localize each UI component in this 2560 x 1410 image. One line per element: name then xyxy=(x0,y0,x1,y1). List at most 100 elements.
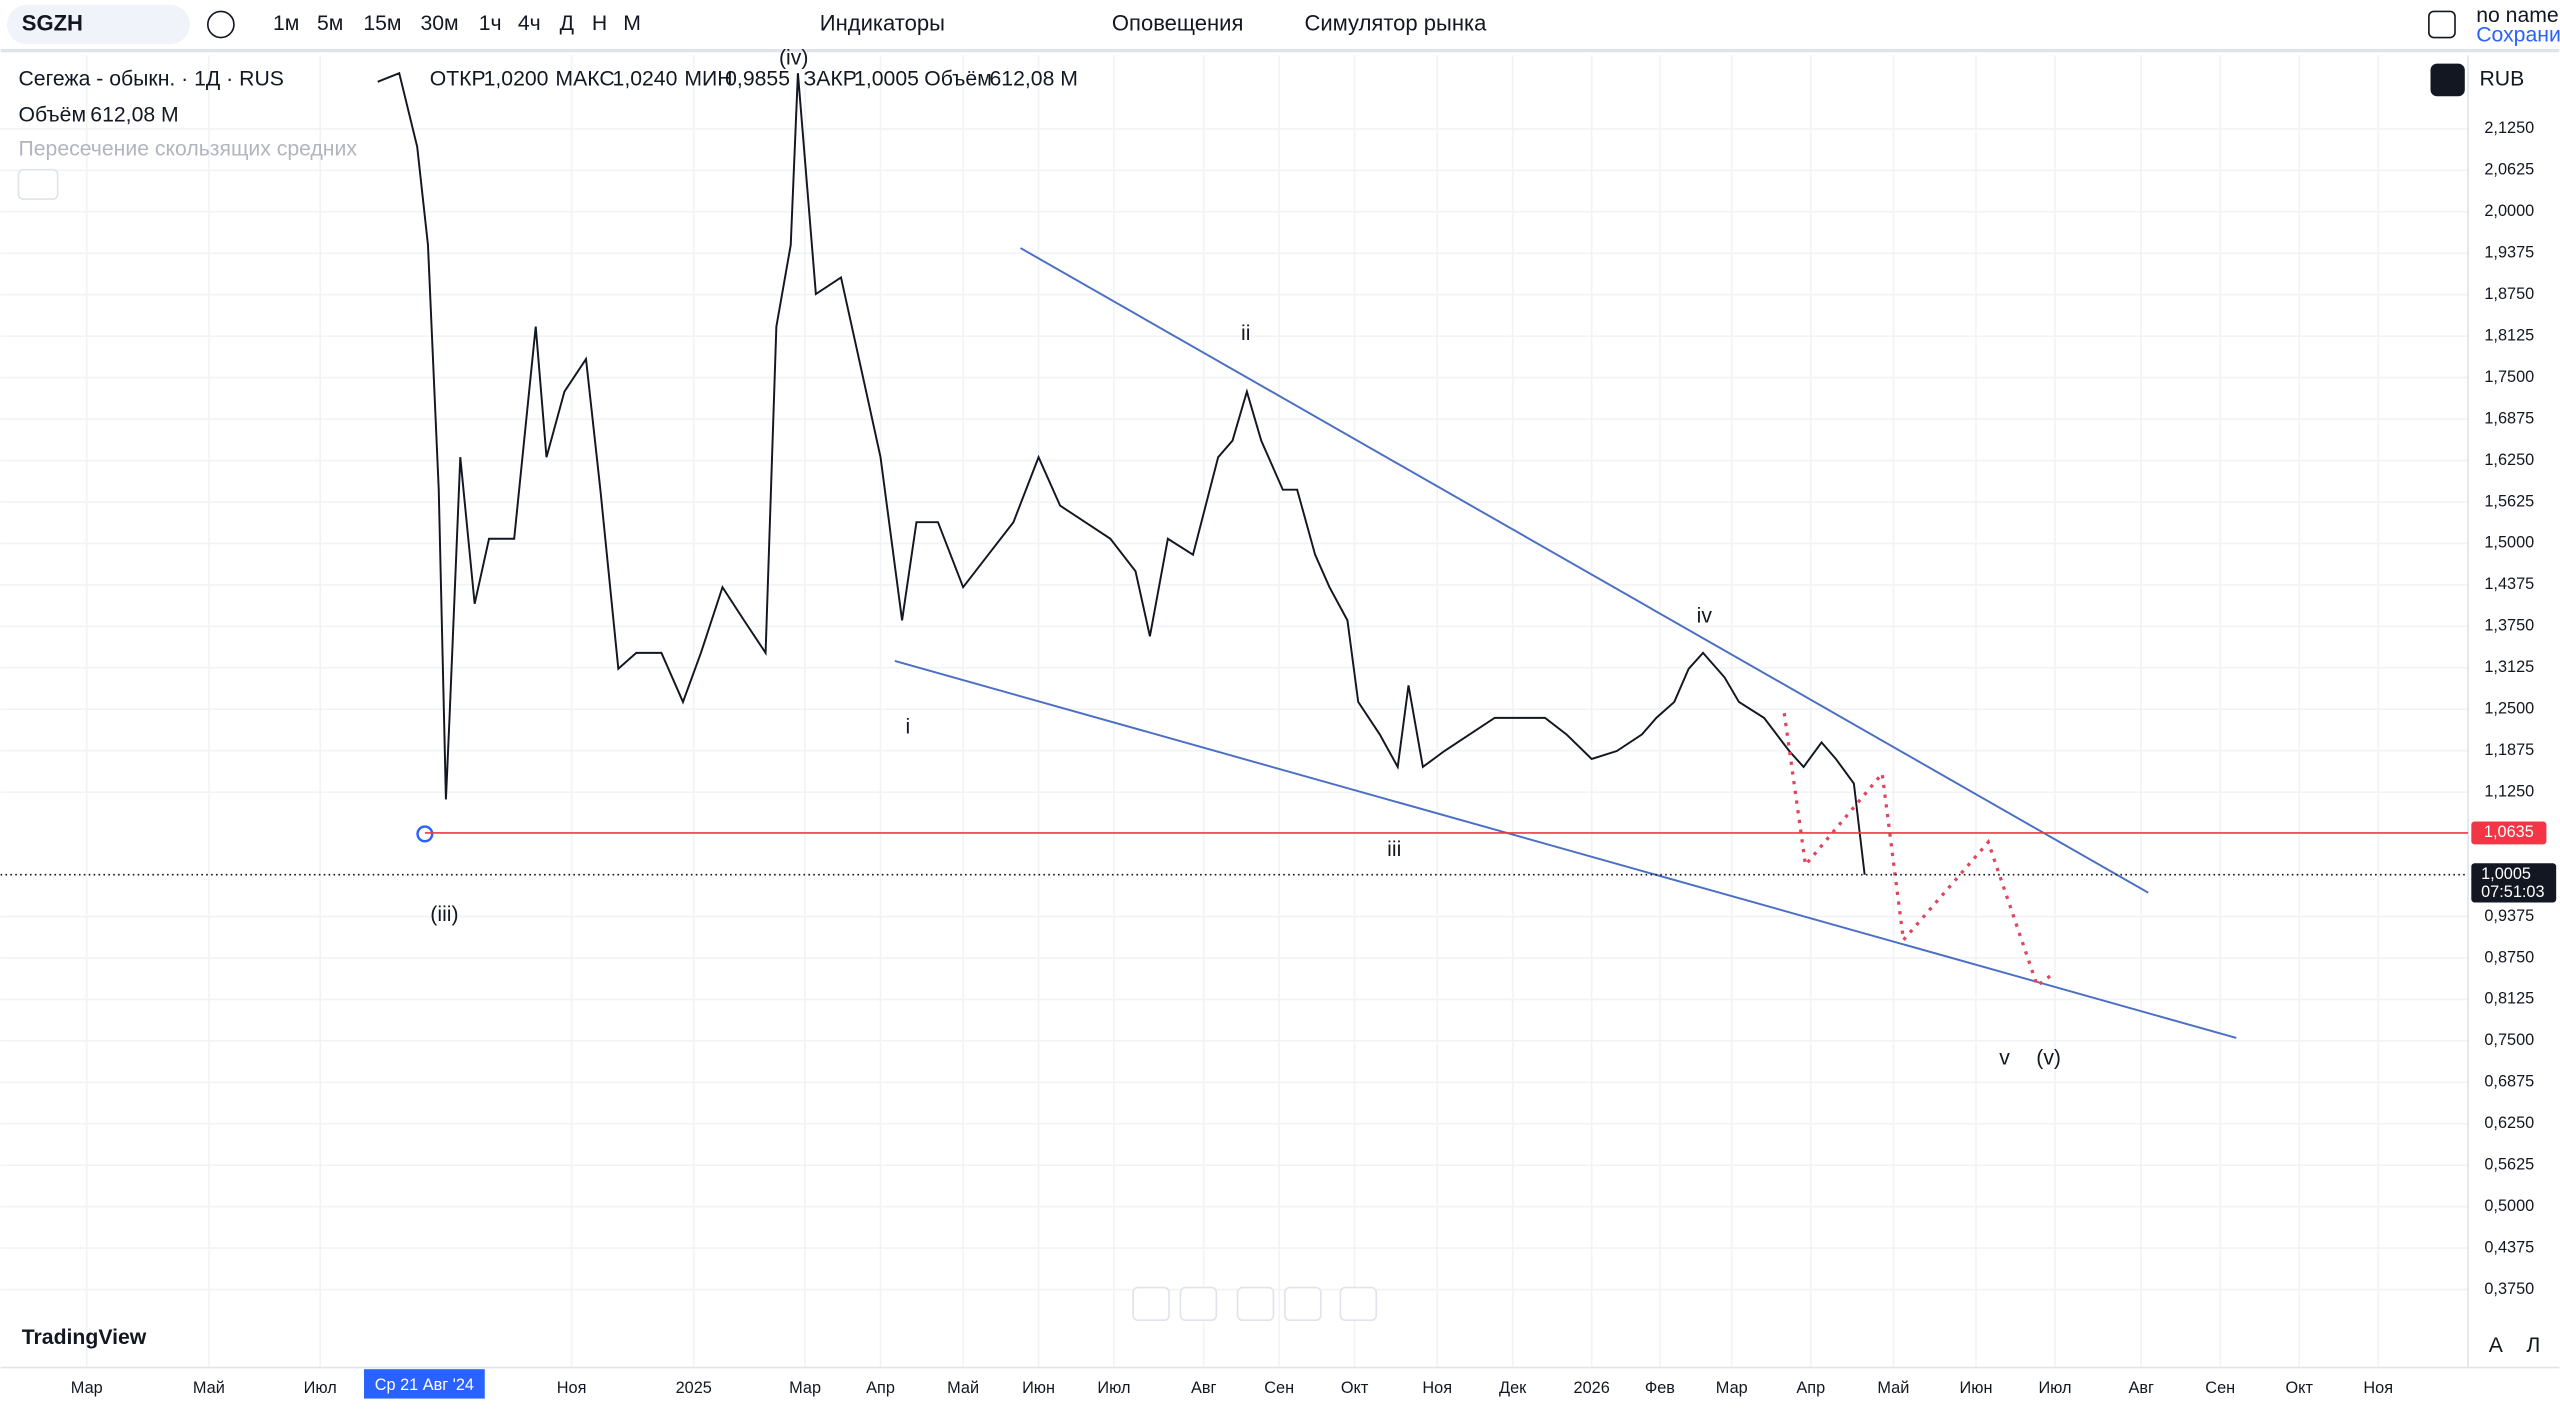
y-tick-label: 0,5000 xyxy=(2484,1197,2534,1215)
y-tick-label: 0,4375 xyxy=(2484,1238,2534,1256)
interval-button[interactable]: 30м xyxy=(420,12,458,35)
y-tick-label: 0,8750 xyxy=(2484,948,2534,966)
y-tick-label: 1,1875 xyxy=(2484,741,2534,759)
y-tick-label: 0,9375 xyxy=(2484,907,2534,925)
y-tick-label: 1,1250 xyxy=(2484,782,2534,800)
y-tick-label: 2,0625 xyxy=(2484,161,2534,179)
interval-button[interactable]: Н xyxy=(592,12,607,35)
legend-high-label: МАКС xyxy=(555,68,614,91)
trend-lower xyxy=(894,659,2237,1039)
symbol-search[interactable] xyxy=(7,4,190,45)
x-tick-label: 2025 xyxy=(676,1379,712,1397)
x-tick-label: 2026 xyxy=(1574,1379,1610,1397)
x-tick-label: Июл xyxy=(2038,1379,2071,1397)
last-price-box xyxy=(2471,863,2557,903)
intervals: 1м 5м 15м 30м 1ч 4ч Д Н М xyxy=(273,12,641,35)
legend-close-label: ЗАКР xyxy=(803,68,856,91)
y-tick-label: 1,5625 xyxy=(2484,492,2534,510)
x-tick-label: Ноя xyxy=(1422,1379,1452,1397)
x-tick-label: Авг xyxy=(2128,1379,2154,1397)
legend-volume: 612,08 M xyxy=(990,68,1078,91)
replay[interactable]: Симулятор рынка xyxy=(1304,10,1487,35)
y-tick-label: 1,7500 xyxy=(2484,368,2534,386)
legend-low-label: МИН xyxy=(684,68,732,91)
legend-title: Сегежа - обыкн. · 1Д · RUS xyxy=(19,68,284,91)
x-tick-label: Мар xyxy=(789,1379,821,1397)
indicator-name[interactable]: Пересечение скользящих средних xyxy=(19,138,358,161)
countdown: 07:51:03 xyxy=(2481,883,2544,901)
currency[interactable]: RUB xyxy=(2479,68,2524,91)
scale-auto[interactable]: A xyxy=(2489,1334,2504,1357)
cursor-date-box xyxy=(363,1369,485,1399)
y-tick-label: 0,7500 xyxy=(2484,1031,2534,1049)
scale-log[interactable]: Л xyxy=(2526,1334,2540,1357)
collapse-legend[interactable] xyxy=(17,168,59,200)
x-tick-label: Апр xyxy=(1796,1379,1825,1397)
interval-button[interactable]: 15м xyxy=(363,12,401,35)
plot-area xyxy=(0,55,2469,1368)
y-tick-label: 1,4375 xyxy=(2484,575,2534,593)
y-tick-label: 0,6250 xyxy=(2484,1114,2534,1132)
wave-label: v xyxy=(1999,1047,2010,1070)
legend-volume-label: Объём xyxy=(924,68,992,91)
add-symbol[interactable] xyxy=(206,10,235,39)
x-tick-label: Сен xyxy=(2205,1379,2235,1397)
x-tick-label: Ноя xyxy=(2363,1379,2393,1397)
save[interactable]: Сохранить xyxy=(2476,24,2560,47)
wave-label: (v) xyxy=(2036,1047,2061,1070)
logo[interactable]: TradingView xyxy=(22,1326,147,1349)
y-tick-label: 0,8125 xyxy=(2484,990,2534,1008)
volume-row: 612,08 M xyxy=(90,103,178,126)
interval-button[interactable]: М xyxy=(623,12,641,35)
scroll-left[interactable] xyxy=(1236,1286,1275,1322)
scroll-right[interactable] xyxy=(1284,1286,1322,1322)
volume-row-label: Объём xyxy=(19,103,87,126)
x-tick-label: Апр xyxy=(866,1379,895,1397)
account[interactable]: no name xyxy=(2476,4,2559,27)
legend-open: 1,0200 xyxy=(484,68,549,91)
reset[interactable] xyxy=(1339,1286,1378,1322)
y-tick-label: 1,8750 xyxy=(2484,285,2534,303)
x-tick-label: Окт xyxy=(2286,1379,2314,1397)
x-tick-label: Май xyxy=(193,1379,225,1397)
x-tick-label: Июл xyxy=(1097,1379,1130,1397)
y-tick-label: 1,5000 xyxy=(2484,534,2534,552)
interval-button[interactable]: 4ч xyxy=(518,12,541,35)
level-label: 1,0635 xyxy=(2484,823,2534,841)
y-tick-label: 0,3750 xyxy=(2484,1280,2534,1298)
y-tick-label: 0,5625 xyxy=(2484,1156,2534,1174)
zoom-out[interactable] xyxy=(1132,1286,1170,1322)
interval-button[interactable]: 5м xyxy=(317,12,343,35)
x-tick-label: Май xyxy=(947,1379,979,1397)
interval-button[interactable]: 1ч xyxy=(479,12,502,35)
wave-label: (iii) xyxy=(430,903,458,926)
fit-button[interactable] xyxy=(2430,63,2465,97)
wave-label: i xyxy=(906,715,911,738)
x-tick-label: Июн xyxy=(1022,1379,1055,1397)
y-tick-label: 1,8125 xyxy=(2484,326,2534,344)
legend-open-label: ОТКР xyxy=(430,68,486,91)
wave-label: ii xyxy=(1241,322,1250,345)
last-price-label: 1,0005 xyxy=(2481,865,2531,883)
level-label-box xyxy=(2471,821,2547,845)
legend-close: 1,0005 xyxy=(854,68,919,91)
interval-button[interactable]: Д xyxy=(560,12,574,35)
zoom-in[interactable] xyxy=(1179,1286,1218,1322)
x-tick-label: Ноя xyxy=(557,1379,587,1397)
symbol[interactable]: SGZH xyxy=(22,10,83,35)
indicators[interactable]: Индикаторы xyxy=(820,10,945,35)
y-tick-label: 1,2500 xyxy=(2484,700,2534,718)
layout-icon[interactable] xyxy=(2428,10,2456,39)
y-tick-label: 0,6875 xyxy=(2484,1073,2534,1091)
y-tick-label: 1,6250 xyxy=(2484,451,2534,469)
x-tick-label: Окт xyxy=(1341,1379,1369,1397)
x-tick-label: Май xyxy=(1877,1379,1909,1397)
x-tick-label: Дек xyxy=(1499,1379,1527,1397)
x-tick-label: Сен xyxy=(1264,1379,1294,1397)
interval-button[interactable]: 1м xyxy=(273,12,299,35)
alerts[interactable]: Оповещения xyxy=(1112,10,1243,35)
y-tick-label: 1,9375 xyxy=(2484,244,2534,262)
price-line xyxy=(377,71,1866,875)
x-tick-label: Июн xyxy=(1960,1379,1993,1397)
